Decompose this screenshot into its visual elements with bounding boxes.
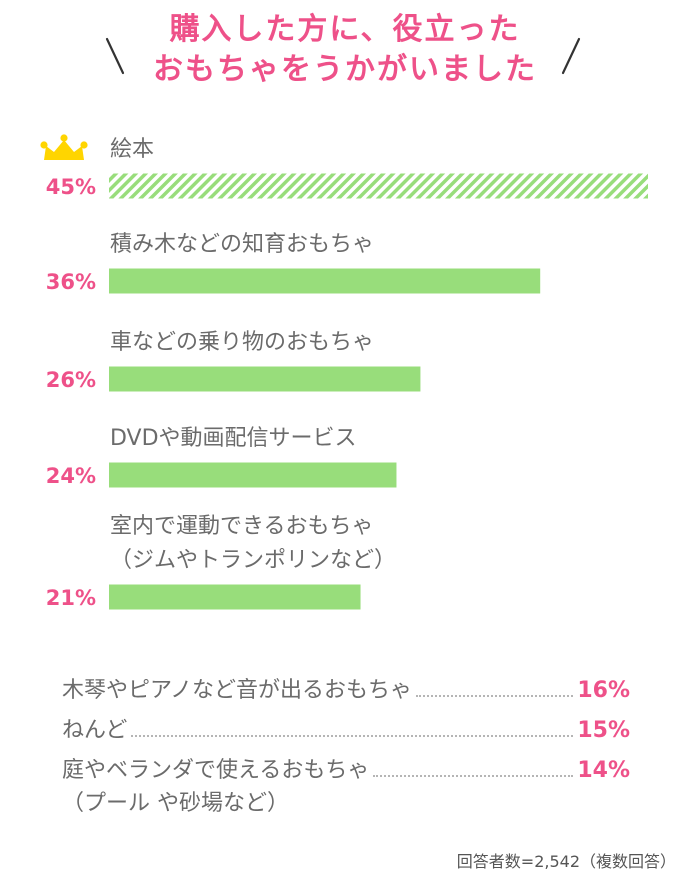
bar-chart: 絵本 45% 積み木などの知育おもちゃ 36% 車などの乗り物のおもちゃ 26% DVDや動… xyxy=(40,134,648,610)
leader-dots xyxy=(416,679,574,697)
other-label: 庭やベランダで使えるおもちゃ xyxy=(62,758,370,783)
leader-dots xyxy=(373,759,574,777)
other-value: 15% xyxy=(577,718,630,743)
value-label: 45% xyxy=(46,175,96,199)
other-row: ねんど 15% xyxy=(62,715,630,755)
value-label: 24% xyxy=(46,464,96,488)
bar xyxy=(109,268,541,294)
other-label: 木琴やピアノなど音が出るおもちゃ xyxy=(62,678,413,703)
category-label: 絵本 xyxy=(110,137,154,162)
category-label: 車などの乗り物のおもちゃ xyxy=(110,330,374,355)
other-label: ねんど xyxy=(62,718,128,743)
footnote: 回答者数=2,542（複数回答） xyxy=(456,852,676,871)
right-slash-icon xyxy=(561,37,581,75)
bar xyxy=(109,366,421,392)
title-line-2: おもちゃをうかがいました xyxy=(153,52,537,87)
bar xyxy=(109,584,361,610)
other-value: 16% xyxy=(577,678,630,703)
value-label: 26% xyxy=(46,368,96,392)
bar xyxy=(109,173,648,199)
other-row: 庭やベランダで使えるおもちゃ （プール や砂場など） 14% xyxy=(62,755,630,829)
leader-dots xyxy=(131,719,574,737)
chart-title: 購入した方に、役立った おもちゃをうかがいました xyxy=(0,0,690,100)
category-sublabel: （ジムやトランポリンなど） xyxy=(110,548,396,573)
other-sublabel: （プール や砂場など） xyxy=(62,791,289,816)
value-label: 21% xyxy=(46,586,96,610)
category-label: 室内で運動できるおもちゃ xyxy=(110,514,374,539)
crown-icon xyxy=(40,134,88,160)
other-value: 14% xyxy=(577,758,630,783)
left-slash-icon xyxy=(105,37,125,75)
category-label: 積み木などの知育おもちゃ xyxy=(110,232,374,257)
value-label: 36% xyxy=(46,270,96,294)
category-label: DVDや動画配信サービス xyxy=(110,426,357,451)
other-results: 木琴やピアノなど音が出るおもちゃ 16% ねんど 15% 庭やベランダで使えるお… xyxy=(62,675,630,829)
title-line-1: 購入した方に、役立った xyxy=(169,12,521,47)
other-row: 木琴やピアノなど音が出るおもちゃ 16% xyxy=(62,675,630,715)
bar xyxy=(109,462,397,488)
